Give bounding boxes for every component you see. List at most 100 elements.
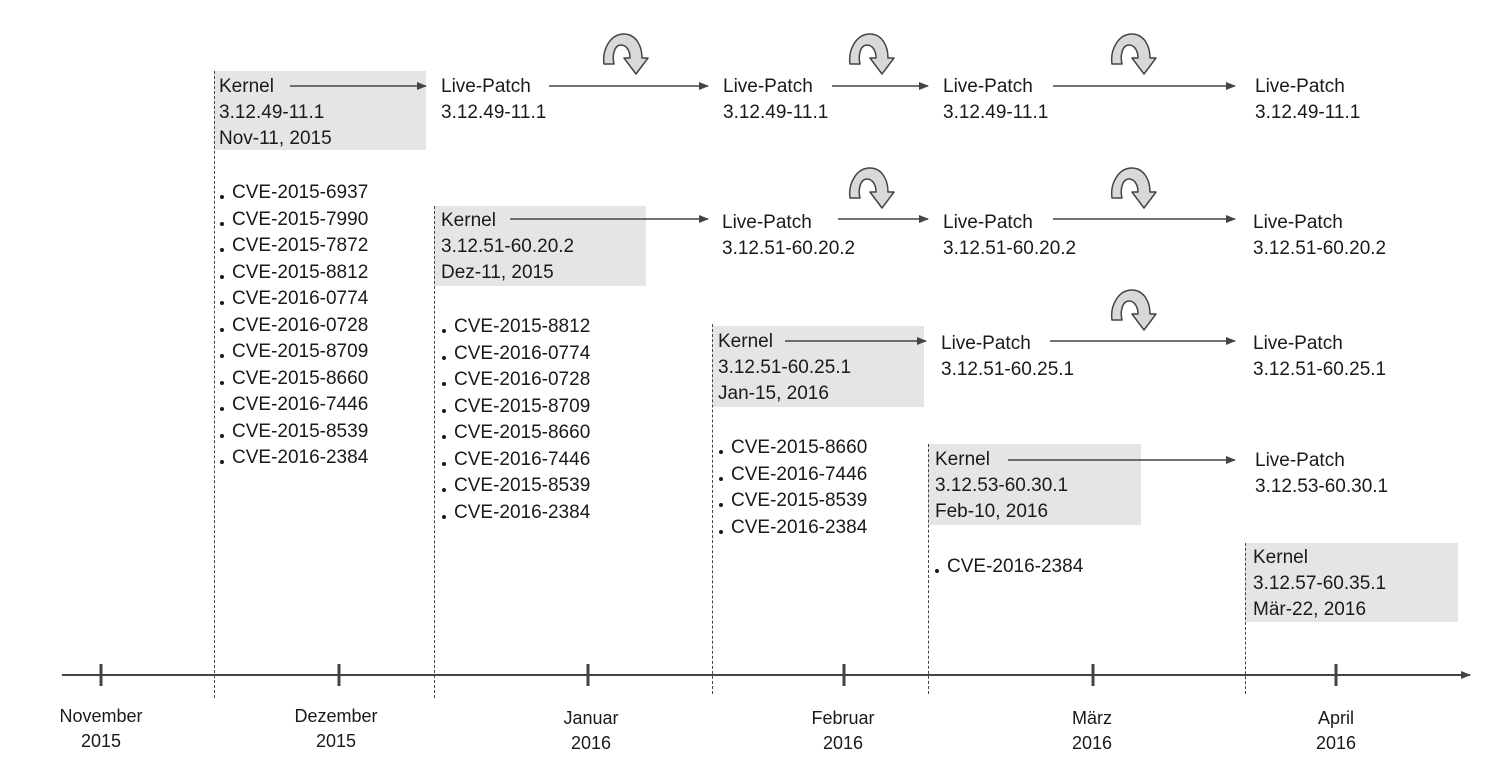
month-label-april: April 2016 bbox=[1266, 706, 1406, 756]
refresh-icon-r1-3 bbox=[1110, 33, 1157, 75]
live-patch-title: Live-Patch bbox=[1253, 212, 1343, 233]
month-year: 2016 bbox=[822, 733, 864, 753]
cve-item: CVE-2016-2384 bbox=[717, 515, 867, 542]
cve-item: CVE-2016-0774 bbox=[440, 341, 590, 368]
release-line-4 bbox=[928, 444, 929, 694]
kernel-1-label: Kernel 3.12.49-11.1 Nov-11, 2015 bbox=[219, 74, 332, 152]
live-patch-version: 3.12.49-11.1 bbox=[723, 102, 829, 123]
kernel-box-3 bbox=[712, 326, 924, 407]
refresh-icon-r1-2 bbox=[848, 33, 895, 75]
live-patch-r1-4: Live-Patch 3.12.49-11.1 bbox=[1255, 74, 1360, 126]
live-patch-version: 3.12.51-60.20.2 bbox=[722, 238, 856, 259]
cve-item: CVE-2015-8539 bbox=[218, 419, 368, 446]
live-patch-r1-1: Live-Patch 3.12.49-11.1 bbox=[441, 74, 546, 126]
month-year: 2015 bbox=[315, 731, 357, 751]
cve-item: CVE-2016-0728 bbox=[440, 367, 590, 394]
cve-item: CVE-2015-8539 bbox=[717, 488, 867, 515]
cve-item: CVE-2016-7446 bbox=[218, 392, 368, 419]
live-patch-version: 3.12.51-60.25.1 bbox=[941, 359, 1075, 380]
month-label-maerz: März 2016 bbox=[1022, 706, 1162, 756]
kernel-3-label: Kernel 3.12.51-60.25.1 Jan-15, 2016 bbox=[718, 329, 851, 407]
live-patch-title: Live-Patch bbox=[1255, 76, 1345, 97]
refresh-icon-r2-1 bbox=[848, 167, 895, 209]
refresh-icon-r3-1 bbox=[1110, 289, 1157, 331]
live-patch-version: 3.12.51-60.20.2 bbox=[1253, 238, 1387, 259]
kernel-3-version: 3.12.51-60.25.1 bbox=[718, 357, 852, 378]
kernel-2-label: Kernel 3.12.51-60.20.2 Dez-11, 2015 bbox=[441, 208, 574, 286]
month-label-januar: Januar 2016 bbox=[521, 706, 661, 756]
month-label-dezember: Dezember 2015 bbox=[266, 704, 406, 754]
cve-item: CVE-2015-8660 bbox=[440, 420, 590, 447]
kernel-box-5 bbox=[1245, 543, 1458, 622]
month-name: April bbox=[1317, 708, 1354, 728]
release-line-1 bbox=[214, 71, 215, 698]
month-name: Februar bbox=[811, 708, 875, 728]
cve-item: CVE-2015-8709 bbox=[440, 394, 590, 421]
month-name: November bbox=[59, 706, 143, 726]
kernel-2-version: 3.12.51-60.20.2 bbox=[441, 236, 575, 257]
live-patch-r4-1: Live-Patch 3.12.53-60.30.1 bbox=[1255, 448, 1388, 500]
live-patch-version: 3.12.49-11.1 bbox=[1255, 102, 1361, 123]
live-patch-title: Live-Patch bbox=[941, 333, 1031, 354]
cve-item: CVE-2015-6937 bbox=[218, 180, 368, 207]
month-year: 2016 bbox=[1071, 733, 1113, 753]
month-label-februar: Februar 2016 bbox=[773, 706, 913, 756]
live-patch-title: Live-Patch bbox=[723, 76, 813, 97]
live-patch-title: Live-Patch bbox=[1253, 333, 1343, 354]
cve-item: CVE-2015-7872 bbox=[218, 233, 368, 260]
cve-item: CVE-2016-2384 bbox=[440, 500, 590, 527]
live-patch-r2-2: Live-Patch 3.12.51-60.20.2 bbox=[943, 210, 1076, 262]
kernel-2-date: Dez-11, 2015 bbox=[441, 262, 554, 283]
live-patch-r3-2: Live-Patch 3.12.51-60.25.1 bbox=[1253, 331, 1386, 383]
live-patch-title: Live-Patch bbox=[943, 212, 1033, 233]
kernel-3-date: Jan-15, 2016 bbox=[718, 383, 829, 404]
cve-list-2: CVE-2015-8812 CVE-2016-0774 CVE-2016-0728 C… bbox=[440, 314, 590, 526]
kernel-4-date: Feb-10, 2016 bbox=[935, 501, 1049, 522]
kernel-4-version: 3.12.53-60.30.1 bbox=[935, 475, 1069, 496]
cve-item: CVE-2016-2384 bbox=[218, 445, 368, 472]
kernel-5-date: Mär-22, 2016 bbox=[1253, 599, 1367, 620]
kernel-1-title: Kernel bbox=[219, 76, 274, 97]
live-patch-title: Live-Patch bbox=[943, 76, 1033, 97]
live-patch-r2-3: Live-Patch 3.12.51-60.20.2 bbox=[1253, 210, 1386, 262]
live-patch-r3-1: Live-Patch 3.12.51-60.25.1 bbox=[941, 331, 1074, 383]
release-line-2 bbox=[434, 206, 435, 698]
cve-item: CVE-2015-8709 bbox=[218, 339, 368, 366]
cve-item: CVE-2016-0774 bbox=[218, 286, 368, 313]
refresh-icon-r2-2 bbox=[1110, 167, 1157, 209]
month-name: Dezember bbox=[294, 706, 378, 726]
release-line-5 bbox=[1245, 543, 1246, 694]
kernel-4-label: Kernel 3.12.53-60.30.1 Feb-10, 2016 bbox=[935, 447, 1068, 525]
live-patch-version: 3.12.49-11.1 bbox=[943, 102, 1049, 123]
live-patch-version: 3.12.51-60.20.2 bbox=[943, 238, 1077, 259]
cve-item: CVE-2015-7990 bbox=[218, 207, 368, 234]
kernel-4-title: Kernel bbox=[935, 449, 990, 470]
month-name: März bbox=[1072, 708, 1112, 728]
cve-item: CVE-2016-2384 bbox=[933, 554, 1083, 581]
month-year: 2016 bbox=[570, 733, 612, 753]
cve-item: CVE-2016-7446 bbox=[440, 447, 590, 474]
live-patch-version: 3.12.53-60.30.1 bbox=[1255, 476, 1389, 497]
release-line-3 bbox=[712, 324, 713, 694]
cve-list-3: CVE-2015-8660 CVE-2016-7446 CVE-2015-8539 C… bbox=[717, 435, 867, 541]
kernel-1-date: Nov-11, 2015 bbox=[219, 128, 332, 149]
kernel-2-title: Kernel bbox=[441, 210, 496, 231]
kernel-box-4 bbox=[928, 444, 1141, 525]
month-year: 2016 bbox=[1315, 733, 1357, 753]
live-patch-r1-2: Live-Patch 3.12.49-11.1 bbox=[723, 74, 828, 126]
cve-list-1: CVE-2015-6937 CVE-2015-7990 CVE-2015-7872 C… bbox=[218, 180, 368, 472]
live-patch-title: Live-Patch bbox=[1255, 450, 1345, 471]
month-year: 2015 bbox=[80, 731, 122, 751]
live-patch-r2-1: Live-Patch 3.12.51-60.20.2 bbox=[722, 210, 855, 262]
kernel-5-title: Kernel bbox=[1253, 547, 1308, 568]
cve-item: CVE-2015-8812 bbox=[218, 260, 368, 287]
refresh-icon-r1-1 bbox=[602, 33, 649, 75]
live-patch-version: 3.12.51-60.25.1 bbox=[1253, 359, 1387, 380]
kernel-5-version: 3.12.57-60.35.1 bbox=[1253, 573, 1387, 594]
cve-item: CVE-2015-8539 bbox=[440, 473, 590, 500]
kernel-3-title: Kernel bbox=[718, 331, 773, 352]
kernel-5-label: Kernel 3.12.57-60.35.1 Mär-22, 2016 bbox=[1253, 545, 1386, 623]
cve-item: CVE-2015-8660 bbox=[218, 366, 368, 393]
